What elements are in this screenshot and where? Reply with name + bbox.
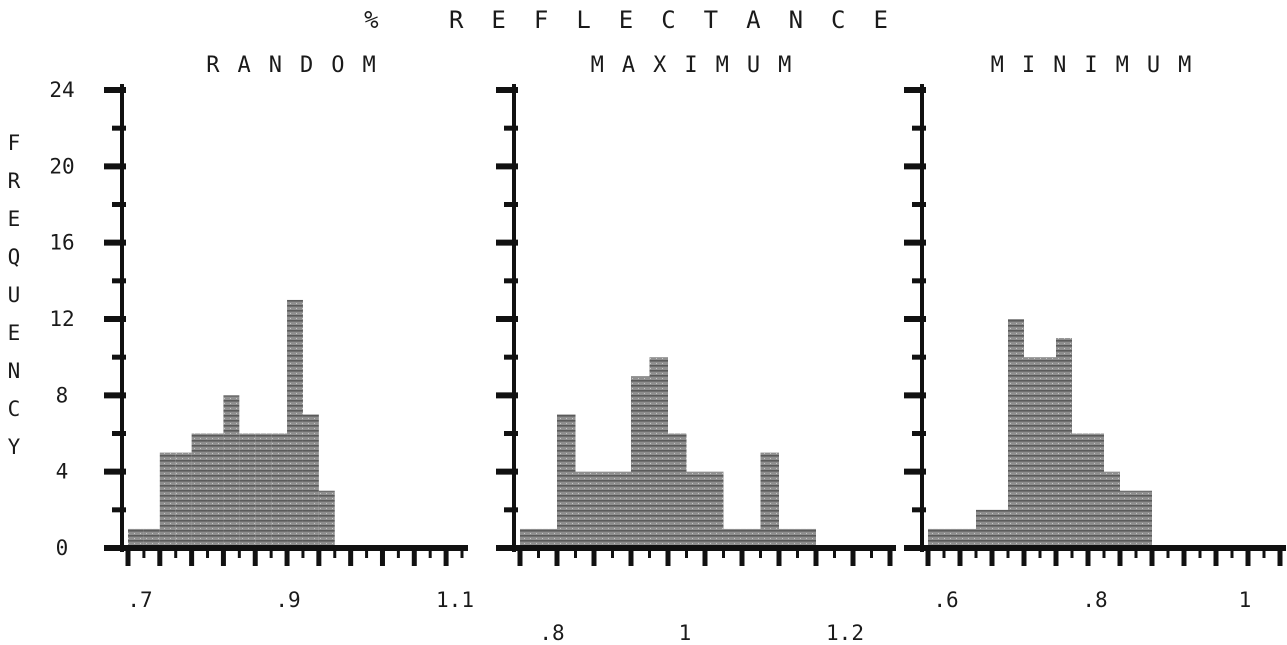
histogram-bar <box>191 433 208 548</box>
histogram-bar <box>779 528 798 548</box>
histogram-bar <box>612 471 631 548</box>
histogram-panel-random: RANDOM .7 .9 1.1 <box>104 53 474 612</box>
histogram-bar <box>668 433 687 548</box>
histogram-bar <box>1040 357 1056 548</box>
histogram-bar <box>723 528 742 548</box>
histogram-bar <box>175 452 192 548</box>
histogram-bar <box>705 471 724 548</box>
histogram-bar <box>520 528 539 548</box>
histogram-panel-maximum: MAXIMUM .8 1 1.2 <box>496 53 896 645</box>
y-tick-label: 12 <box>49 307 74 331</box>
panel-title: RANDOM <box>206 53 393 78</box>
y-tick-labels: 0 4 8 12 16 20 24 <box>49 78 74 560</box>
histogram-bar <box>255 433 272 548</box>
histogram-bar <box>1056 338 1072 548</box>
histogram-bar <box>944 528 960 548</box>
x-tick-label: 1 <box>679 621 692 645</box>
y-tick-label: 0 <box>56 536 69 560</box>
histogram-bar <box>207 433 224 548</box>
y-tick-label: 16 <box>49 231 74 255</box>
histogram-bar <box>318 490 335 548</box>
histogram-bar <box>649 357 668 548</box>
histogram-bar <box>742 528 761 548</box>
x-tick-label: .8 <box>539 621 564 645</box>
histogram-bar <box>928 528 944 548</box>
histogram-bar <box>1088 433 1104 548</box>
histogram-bar <box>686 471 705 548</box>
histogram-bar <box>159 452 176 548</box>
x-tick-label: .6 <box>933 588 958 612</box>
histogram-bar <box>1024 357 1040 548</box>
histogram-bar <box>594 471 613 548</box>
histogram-bar <box>223 395 240 548</box>
y-tick-label: 4 <box>56 460 69 484</box>
x-tick-label: 1 <box>1239 588 1252 612</box>
histogram-bar <box>302 414 319 548</box>
histogram-bar <box>538 528 557 548</box>
y-tick-label: 8 <box>56 383 69 407</box>
histogram-bar <box>557 414 576 548</box>
histogram-bar <box>143 528 160 548</box>
x-tick-label: .8 <box>1082 588 1107 612</box>
histogram-bar <box>976 509 992 548</box>
histogram-bar <box>1008 319 1024 548</box>
histogram-bar <box>797 528 816 548</box>
panel-title: MINIMUM <box>991 53 1210 78</box>
x-tick-label: 1.1 <box>436 588 474 612</box>
histogram-bar <box>1120 490 1136 548</box>
histogram-bar <box>992 509 1008 548</box>
histogram-bar <box>128 528 144 548</box>
x-tick-label: 1.2 <box>826 621 864 645</box>
histogram-bar <box>271 433 288 548</box>
histogram-bar <box>760 452 779 548</box>
histogram-panel-minimum: MINIMUM .6 .8 1 <box>904 53 1286 612</box>
histogram-bar <box>960 528 976 548</box>
histogram-bar <box>575 471 594 548</box>
histogram-bar <box>1136 490 1152 548</box>
y-tick-label: 20 <box>49 154 74 178</box>
histogram-panels: RANDOM .7 .9 1.1 MAXIMUM .8 1 1.2 MINIMUM .6 .8 1 <box>104 53 1286 645</box>
histogram-bar <box>631 376 650 548</box>
histogram-bar <box>1104 471 1120 548</box>
histogram-bar <box>239 433 256 548</box>
histogram-bar <box>1072 433 1088 548</box>
histogram-bar <box>287 299 303 548</box>
x-tick-label: .9 <box>275 588 300 612</box>
panel-title: MAXIMUM <box>591 53 810 78</box>
chart-title: % REFLECTANCE <box>364 6 916 34</box>
y-tick-label: 24 <box>49 78 74 102</box>
x-tick-label: .7 <box>127 588 152 612</box>
